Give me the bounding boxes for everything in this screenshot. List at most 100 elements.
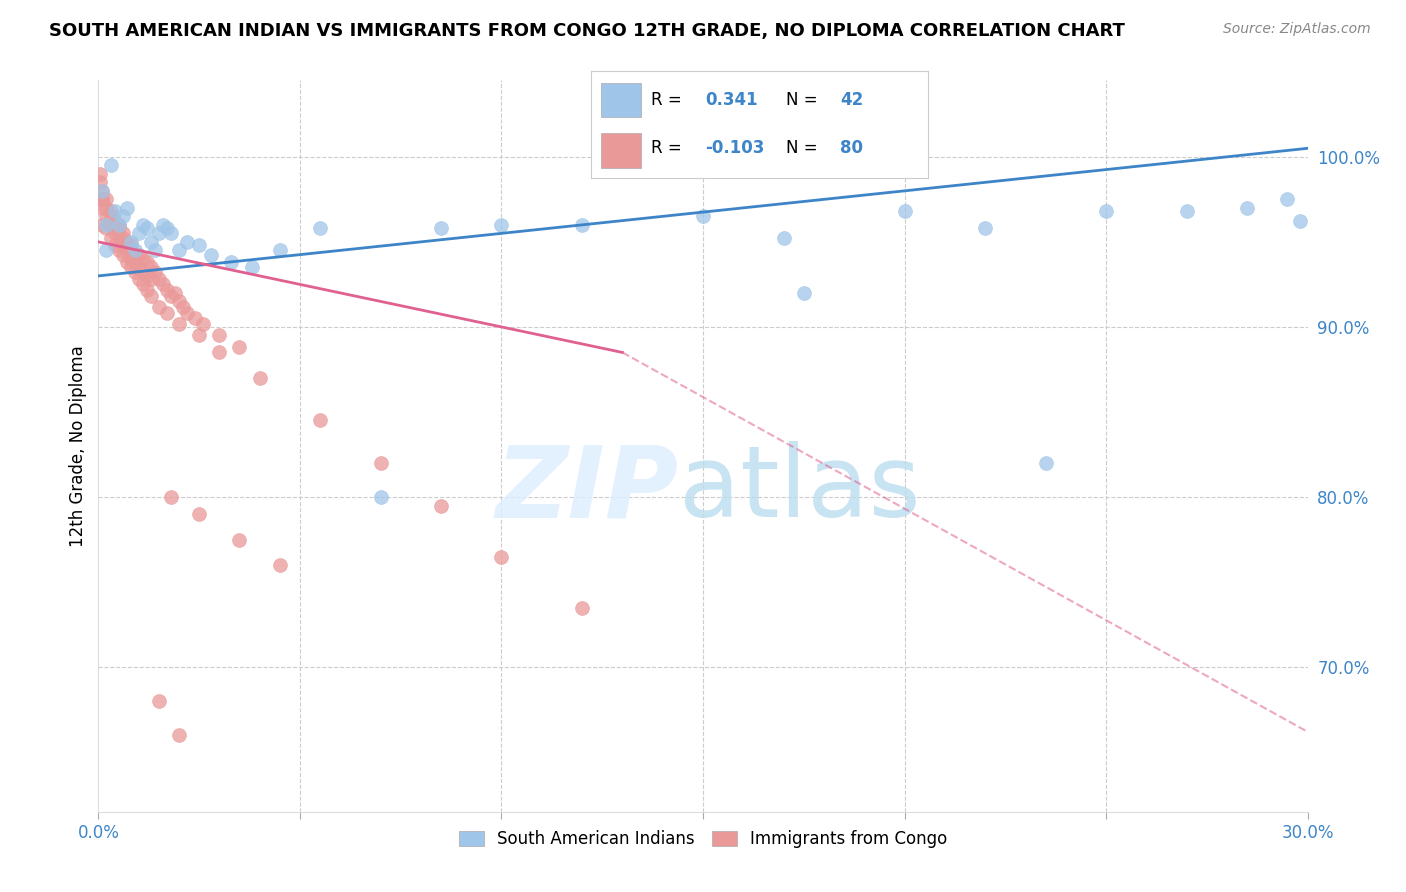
Point [148, 300, 170, 314]
Point [139, 272, 162, 286]
Point [91, 184, 114, 198]
Point [1035, 456, 1057, 470]
Point [974, 221, 997, 235]
Text: -0.103: -0.103 [706, 139, 765, 157]
Text: 80: 80 [841, 139, 863, 157]
Point [89, 167, 111, 181]
Point [152, 218, 174, 232]
Point [176, 235, 198, 249]
Point [156, 306, 179, 320]
Point [107, 244, 129, 258]
Point [269, 558, 291, 572]
Point [96, 244, 118, 258]
Point [491, 218, 513, 232]
Y-axis label: 12th Grade, No Diploma: 12th Grade, No Diploma [69, 345, 87, 547]
Point [160, 227, 183, 241]
Point [107, 231, 129, 245]
Text: R =: R = [651, 139, 682, 157]
Point [240, 260, 263, 275]
Text: 0.341: 0.341 [706, 91, 758, 109]
Point [111, 231, 134, 245]
Point [148, 227, 170, 241]
Point [107, 218, 129, 232]
Text: N =: N = [786, 91, 818, 109]
Point [692, 210, 714, 224]
Point [100, 158, 122, 172]
Point [221, 255, 243, 269]
Point [124, 248, 146, 262]
Point [100, 204, 122, 219]
Point [793, 285, 815, 300]
Point [120, 235, 142, 249]
Point [120, 238, 142, 252]
Point [111, 238, 134, 252]
Point [103, 214, 125, 228]
Point [111, 227, 134, 241]
Point [228, 533, 250, 547]
Point [132, 265, 155, 279]
Text: SOUTH AMERICAN INDIAN VS IMMIGRANTS FROM CONGO 12TH GRADE, NO DIPLOMA CORRELATIO: SOUTH AMERICAN INDIAN VS IMMIGRANTS FROM… [49, 22, 1125, 40]
Point [103, 204, 125, 219]
Point [111, 248, 134, 262]
Point [160, 289, 183, 303]
Point [148, 272, 170, 286]
Point [269, 244, 291, 258]
Text: N =: N = [786, 139, 818, 157]
Point [132, 252, 155, 266]
Point [139, 289, 162, 303]
Point [176, 306, 198, 320]
Point [188, 507, 211, 521]
Point [120, 260, 142, 275]
Point [571, 600, 593, 615]
Point [96, 192, 118, 206]
Legend: South American Indians, Immigrants from Congo: South American Indians, Immigrants from … [453, 823, 953, 855]
Point [107, 221, 129, 235]
Point [772, 231, 794, 245]
Point [200, 248, 222, 262]
Point [124, 244, 146, 258]
Point [128, 260, 150, 275]
Point [128, 248, 150, 262]
Point [167, 728, 190, 742]
Point [132, 218, 155, 232]
Point [491, 549, 513, 564]
Point [309, 413, 332, 427]
Point [96, 218, 118, 232]
Point [139, 260, 162, 275]
Point [208, 328, 231, 343]
Point [89, 175, 111, 189]
Point [193, 317, 215, 331]
Point [1236, 201, 1258, 215]
Point [135, 255, 157, 269]
Point [228, 340, 250, 354]
Text: atlas: atlas [679, 442, 921, 539]
Point [100, 231, 122, 245]
Point [156, 221, 179, 235]
Point [163, 285, 186, 300]
Point [430, 499, 453, 513]
Point [107, 218, 129, 232]
Point [1095, 204, 1118, 219]
Point [184, 311, 207, 326]
Point [111, 210, 134, 224]
Point [156, 283, 179, 297]
Bar [600, 134, 641, 168]
Point [1175, 204, 1198, 219]
Point [103, 227, 125, 241]
Point [120, 244, 142, 258]
Point [120, 252, 142, 266]
Point [103, 221, 125, 235]
Point [370, 456, 392, 470]
Point [430, 221, 453, 235]
Point [893, 204, 915, 219]
Point [188, 328, 211, 343]
Point [143, 265, 166, 279]
Point [91, 201, 114, 215]
Point [124, 265, 146, 279]
Point [128, 272, 150, 286]
Point [135, 283, 157, 297]
Point [115, 255, 138, 269]
Point [124, 255, 146, 269]
Point [91, 192, 114, 206]
Point [143, 244, 166, 258]
